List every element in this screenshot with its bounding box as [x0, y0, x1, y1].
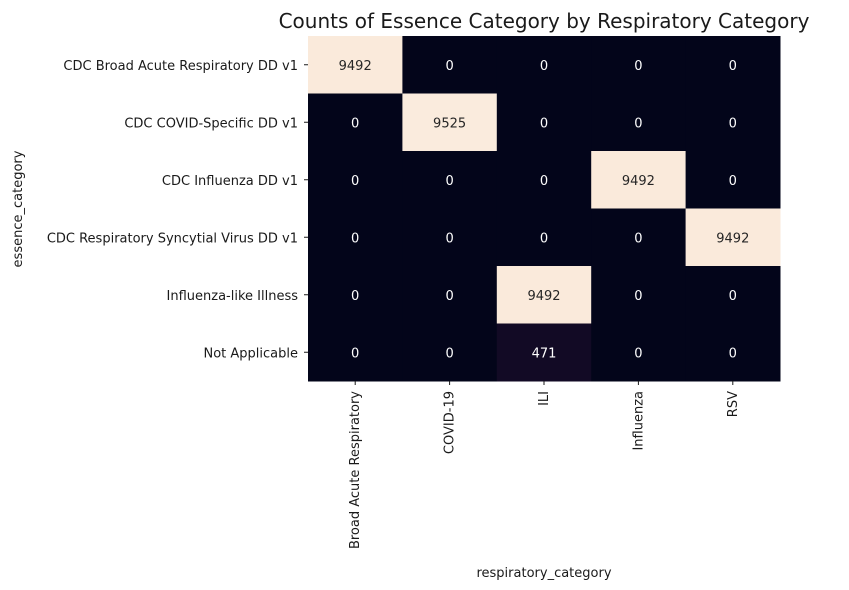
cell-value-label: 0 [634, 231, 642, 246]
cell-value-label: 9492 [527, 289, 560, 304]
heatmap-cell [591, 93, 687, 152]
cell-value-label: 9492 [339, 59, 372, 74]
heatmap-cell [402, 266, 498, 324]
heatmap-cell [402, 36, 498, 94]
heatmap-cell [496, 36, 592, 94]
heatmap-cell [402, 208, 498, 267]
heatmap-cell [591, 208, 687, 267]
cell-value-label: 471 [532, 346, 557, 361]
heatmap-cell [591, 266, 687, 324]
heatmap-cell [685, 323, 781, 382]
x-axis-label: respiratory_category [476, 566, 611, 581]
cell-value-label: 0 [445, 231, 453, 246]
heatmap-cell [402, 151, 498, 209]
x-tick-labels: Broad Acute Respiratory COVID-19 ILI Influe… [348, 381, 741, 549]
cell-value-label: 0 [634, 346, 642, 361]
heatmap-cell [591, 151, 687, 209]
y-axis-label: essence_category [11, 150, 26, 267]
heatmap-cell [496, 323, 592, 382]
heatmap-cell [308, 208, 403, 267]
heatmap-cell [591, 36, 687, 94]
cell-value-label: 0 [445, 59, 453, 74]
heatmap-cell [308, 323, 403, 382]
cell-value-label: 0 [729, 59, 737, 74]
x-tick-label: ILI [537, 391, 552, 406]
cell-value-label: 0 [445, 346, 453, 361]
cell-value-label: 0 [729, 289, 737, 304]
cell-value-label: 0 [540, 231, 548, 246]
y-tick-label: CDC Broad Acute Respiratory DD v1 [63, 59, 298, 74]
cell-value-label: 9492 [622, 174, 655, 189]
chart-title: Counts of Essence Category by Respirator… [279, 9, 810, 33]
x-tick-label: Influenza [631, 391, 646, 451]
heatmap-cell [591, 323, 687, 382]
cell-value-label: 0 [445, 289, 453, 304]
heatmap-cell [496, 93, 592, 152]
heatmap-cell [308, 36, 403, 94]
cell-value-label: 0 [540, 116, 548, 131]
heatmap-cell [496, 208, 592, 267]
x-tick-label: RSV [726, 391, 741, 417]
cell-value-label: 0 [445, 174, 453, 189]
cell-value-label: 0 [634, 116, 642, 131]
heatmap-cells: 9492 0 0 0 0 0 9525 0 0 0 0 0 0 9492 0 0 0 0 0 9492 0 0 9492 0 0… [308, 36, 781, 382]
cell-value-label: 0 [351, 231, 359, 246]
cell-value-label: 0 [729, 116, 737, 131]
heatmap-cell [685, 93, 781, 152]
cell-value-label: 0 [351, 116, 359, 131]
y-tick-label: Influenza-like Illness [167, 289, 299, 304]
cell-value-label: 0 [351, 289, 359, 304]
heatmap-cell [308, 266, 403, 324]
x-tick-label: Broad Acute Respiratory [348, 391, 363, 549]
heatmap-cell [496, 266, 592, 324]
heatmap-cell [496, 151, 592, 209]
cell-value-label: 0 [729, 174, 737, 189]
cell-value-label: 0 [540, 59, 548, 74]
heatmap-cell [685, 208, 781, 267]
heatmap-cell [308, 151, 403, 209]
y-tick-label: CDC Respiratory Syncytial Virus DD v1 [47, 231, 298, 246]
heatmap-cell [685, 36, 781, 94]
cell-value-label: 0 [351, 174, 359, 189]
cell-value-label: 0 [351, 346, 359, 361]
x-tick-label: COVID-19 [443, 391, 458, 454]
y-tick-labels: CDC Broad Acute Respiratory DD v1 CDC COV… [47, 59, 308, 361]
y-tick-label: Not Applicable [203, 346, 298, 361]
cell-value-label: 9492 [716, 231, 749, 246]
heatmap-cell [402, 93, 498, 152]
heatmap-cell [308, 93, 403, 152]
cell-value-label: 0 [634, 289, 642, 304]
cell-value-label: 9525 [433, 116, 466, 131]
y-tick-label: CDC Influenza DD v1 [162, 174, 298, 189]
heatmap-cell [685, 266, 781, 324]
y-tick-label: CDC COVID-Specific DD v1 [124, 116, 298, 131]
heatmap-cell [402, 323, 498, 382]
cell-value-label: 0 [540, 174, 548, 189]
heatmap-cell [685, 151, 781, 209]
cell-value-label: 0 [634, 59, 642, 74]
cell-value-label: 0 [729, 346, 737, 361]
